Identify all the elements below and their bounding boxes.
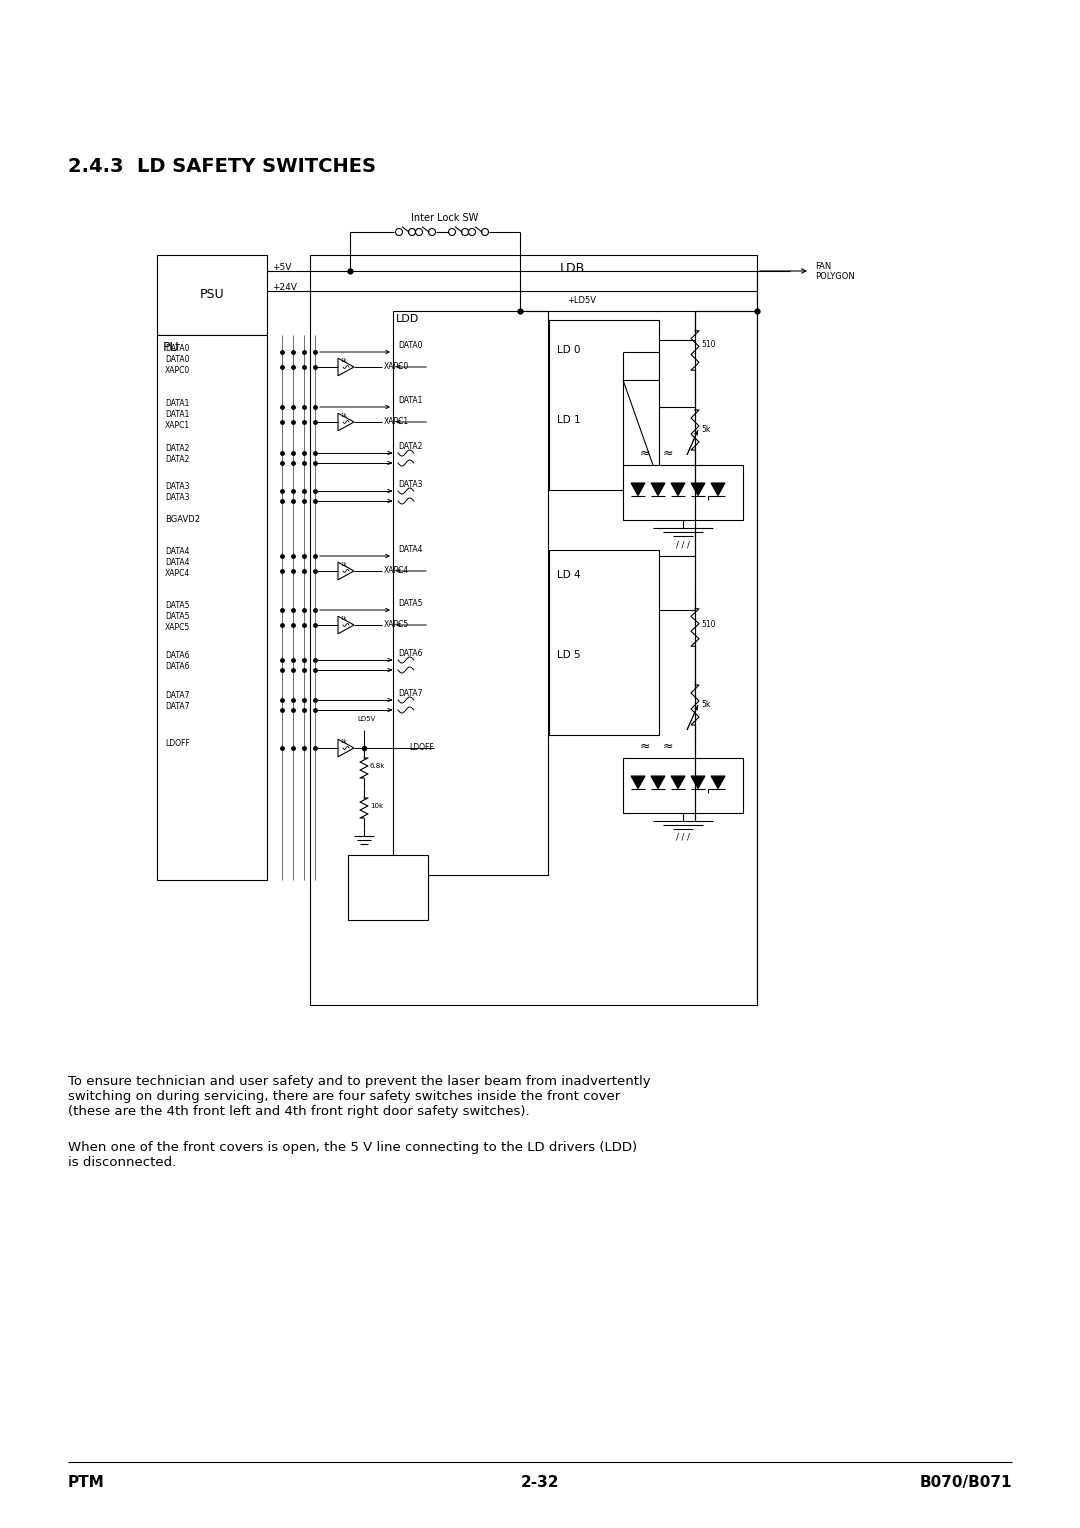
Text: DATA7: DATA7	[165, 701, 189, 711]
Text: To ensure technician and user safety and to prevent the laser beam from inadvert: To ensure technician and user safety and…	[68, 1076, 650, 1118]
Text: / / /: / / /	[676, 833, 690, 842]
Polygon shape	[691, 483, 705, 495]
Polygon shape	[711, 483, 725, 495]
Text: ≈: ≈	[663, 448, 673, 460]
Text: LDD: LDD	[396, 313, 419, 324]
Text: 6.8k: 6.8k	[370, 762, 386, 769]
Text: PU: PU	[163, 341, 179, 354]
Text: LDOFF: LDOFF	[165, 740, 190, 749]
Bar	[393, 312, 548, 876]
Text: FAN
POLYGON: FAN POLYGON	[815, 261, 854, 281]
Text: DATA0: DATA0	[399, 341, 422, 350]
Text: 510: 510	[701, 341, 715, 348]
Text: DATA5: DATA5	[165, 613, 189, 620]
Bar	[623, 758, 743, 813]
Text: DATA3: DATA3	[399, 480, 422, 489]
Text: ≈: ≈	[639, 448, 650, 460]
Text: DATA6: DATA6	[399, 649, 422, 659]
Text: DATA2: DATA2	[399, 442, 422, 451]
Text: LDB: LDB	[561, 261, 585, 275]
Text: 2-32: 2-32	[521, 1475, 559, 1490]
Text: 510: 510	[701, 620, 715, 630]
Text: / / /: / / /	[676, 539, 690, 549]
Bar	[623, 465, 743, 520]
Text: XAPC4: XAPC4	[165, 568, 190, 578]
Text: When one of the front covers is open, the 5 V line connecting to the LD drivers : When one of the front covers is open, th…	[68, 1141, 637, 1169]
Text: +5V: +5V	[272, 263, 292, 272]
Text: DATA5: DATA5	[165, 601, 189, 610]
Polygon shape	[651, 483, 665, 495]
Text: DATA4: DATA4	[399, 545, 422, 555]
Text: 1k: 1k	[340, 358, 347, 364]
Text: XAPC0: XAPC0	[384, 362, 409, 371]
Text: XAPC1: XAPC1	[384, 417, 409, 426]
Polygon shape	[631, 776, 645, 788]
Bar	[348, 856, 428, 920]
Text: DATA4: DATA4	[165, 547, 189, 556]
Text: 1k: 1k	[340, 616, 347, 620]
Bar	[310, 255, 757, 1005]
Text: 1k: 1k	[340, 562, 347, 567]
Text: LD 0: LD 0	[557, 345, 581, 354]
Bar	[157, 335, 267, 880]
Text: LD 5: LD 5	[557, 649, 581, 660]
Text: +24V: +24V	[272, 284, 297, 292]
Text: XAPC1: XAPC1	[165, 422, 190, 429]
Text: 1k: 1k	[340, 740, 347, 744]
Text: LD 4: LD 4	[557, 570, 581, 581]
Text: DATA6: DATA6	[165, 651, 189, 660]
Text: DATA3: DATA3	[165, 494, 189, 503]
Text: DATA1: DATA1	[165, 410, 189, 419]
Text: XAPC5: XAPC5	[165, 623, 190, 633]
Polygon shape	[671, 483, 685, 495]
Text: XAPC0: XAPC0	[165, 367, 190, 374]
Text: DATA0: DATA0	[165, 354, 189, 364]
Bar	[157, 255, 267, 335]
Text: +LD5V: +LD5V	[567, 296, 596, 306]
Polygon shape	[711, 776, 725, 788]
Text: B070/B071: B070/B071	[919, 1475, 1012, 1490]
Text: 5k: 5k	[701, 700, 711, 709]
Text: LDOFF: LDOFF	[409, 743, 434, 752]
Text: DATA2: DATA2	[165, 445, 189, 452]
Text: LD 1: LD 1	[557, 416, 581, 425]
Text: PTM: PTM	[68, 1475, 105, 1490]
Text: XAPC4: XAPC4	[384, 565, 409, 575]
Polygon shape	[671, 776, 685, 788]
Text: 5k: 5k	[701, 425, 711, 434]
Bar	[549, 550, 659, 735]
Text: DATA1: DATA1	[165, 399, 189, 408]
Text: DATA3: DATA3	[165, 481, 189, 490]
Text: DATA7: DATA7	[399, 689, 422, 698]
Text: LD5V: LD5V	[357, 717, 375, 723]
Polygon shape	[631, 483, 645, 495]
Text: DATA2: DATA2	[165, 455, 189, 465]
Text: PSU: PSU	[200, 289, 225, 301]
Text: 1k: 1k	[340, 413, 347, 419]
Text: Inter Lock SW: Inter Lock SW	[411, 212, 478, 223]
Text: ≈: ≈	[639, 740, 650, 753]
Text: 10k: 10k	[370, 804, 383, 808]
Polygon shape	[651, 776, 665, 788]
Text: DATA7: DATA7	[165, 691, 189, 700]
Text: DATA5: DATA5	[399, 599, 422, 608]
Text: DATA0: DATA0	[165, 344, 189, 353]
Text: DATA1: DATA1	[399, 396, 422, 405]
Text: DATA4: DATA4	[165, 558, 189, 567]
Text: 2.4.3  LD SAFETY SWITCHES: 2.4.3 LD SAFETY SWITCHES	[68, 157, 376, 176]
Text: XAPC5: XAPC5	[384, 620, 409, 630]
Text: ≈: ≈	[663, 740, 673, 753]
Polygon shape	[691, 776, 705, 788]
Bar	[549, 319, 659, 490]
Text: DATA6: DATA6	[165, 662, 189, 671]
Text: BGAVD2: BGAVD2	[165, 515, 200, 524]
